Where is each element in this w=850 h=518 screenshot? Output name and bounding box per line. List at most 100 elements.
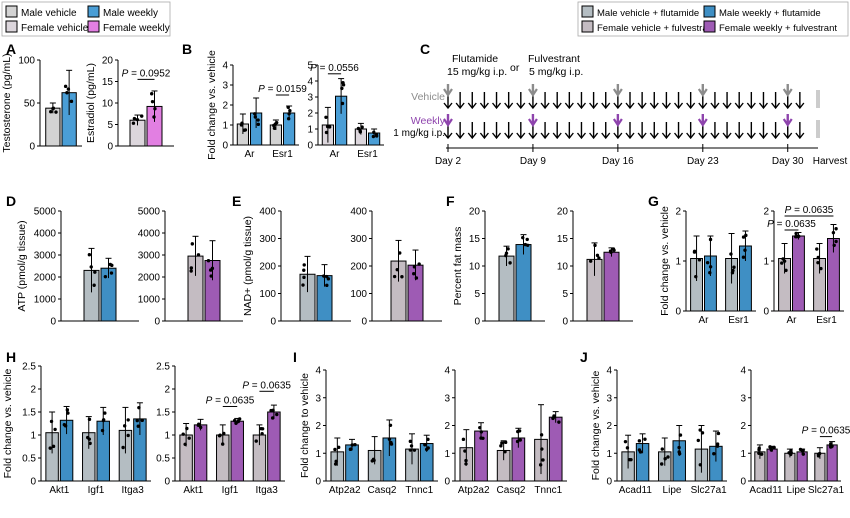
data-point	[395, 267, 399, 272]
injection-arrowhead	[491, 132, 502, 140]
p-value-label: P = 0.0635	[802, 426, 850, 437]
data-point	[372, 130, 376, 135]
chart-panel-E: 0 100 200 300 400 NAD+ (pmol/g tissue)	[242, 207, 351, 328]
y-axis-label: Fold change vs. vehicle	[206, 50, 218, 160]
injection-arrowhead	[673, 102, 684, 110]
y-tick-label: 2	[606, 421, 612, 432]
data-point	[325, 283, 329, 288]
data-point	[789, 449, 793, 453]
data-point	[557, 420, 561, 424]
chart-panel-H: 0 0.5 1 1.5 2 2.5 Akt1 Igf1 Itga3 P = 0.0635 P = 0…	[156, 362, 291, 497]
data-point	[408, 448, 413, 452]
chart-panel-A: 0 50 100 Testosterone (pg/mL)	[1, 53, 82, 153]
data-point	[181, 432, 185, 436]
injection-arrowhead	[552, 102, 562, 110]
data-point	[302, 275, 306, 280]
data-point	[270, 416, 275, 420]
panel-letter-F: F	[446, 193, 455, 209]
data-point	[692, 249, 697, 254]
x-tick-label: Ar	[787, 315, 798, 326]
y-tick-label: 1	[315, 449, 321, 460]
panel-letter-H: H	[6, 349, 16, 365]
x-tick-label: Tnnc1	[405, 485, 433, 496]
chart-panel-J: 0 1 2 3 4 Fold change vs. vehicle Acad11 Lipe Sl…	[590, 366, 727, 497]
legend-swatch	[5, 5, 18, 18]
data-point	[609, 250, 613, 254]
data-point	[677, 445, 681, 450]
data-point	[253, 112, 257, 116]
data-point	[53, 427, 57, 432]
legend-swatch	[87, 20, 100, 33]
bar	[515, 244, 532, 322]
data-point	[426, 437, 430, 442]
data-point	[663, 456, 667, 461]
injection-arrowhead	[479, 102, 489, 110]
p-value-label: P = 0.0635	[206, 395, 255, 406]
data-point	[356, 126, 361, 131]
data-point	[126, 433, 130, 438]
injection-arrowhead	[589, 102, 599, 110]
y-tick-label: 0	[315, 477, 321, 488]
y-tick-label: 3	[222, 81, 228, 92]
data-point	[349, 447, 353, 451]
y-tick-label: 3	[315, 393, 321, 404]
data-point	[54, 110, 58, 114]
data-point	[677, 451, 682, 456]
data-point	[190, 242, 195, 246]
data-point	[464, 458, 468, 463]
y-tick-label: 4	[740, 366, 746, 377]
data-point	[63, 84, 68, 89]
data-point	[426, 446, 430, 450]
data-point	[478, 425, 482, 430]
y-tick-label: 0	[307, 141, 313, 152]
y-tick-label: 0	[29, 142, 35, 153]
panel-letter-I: I	[293, 349, 297, 365]
y-tick-label: 0	[50, 317, 56, 328]
data-point	[340, 101, 345, 106]
data-point	[506, 247, 510, 251]
bar	[193, 424, 208, 482]
data-point	[254, 439, 258, 443]
data-point	[287, 112, 291, 116]
chart-panel-F: 0 5 10 15 20	[557, 207, 633, 328]
data-point	[199, 425, 203, 430]
legend-left-item: Female vehicle	[5, 20, 89, 34]
data-point	[232, 418, 237, 423]
data-point	[816, 255, 820, 260]
data-point	[242, 128, 247, 132]
chart-panel-E: 0 100 200 300 400	[350, 207, 442, 328]
data-point	[732, 265, 736, 269]
data-point	[794, 231, 798, 236]
data-point	[417, 262, 421, 266]
y-tick-label: 50	[24, 99, 36, 110]
data-point	[337, 445, 341, 450]
panel-letter-C: C	[420, 41, 430, 57]
data-point	[500, 441, 504, 445]
data-point	[541, 458, 545, 462]
injection-arrowhead	[455, 102, 465, 110]
data-point	[816, 454, 821, 458]
drug2-name: Fulvestrant	[528, 53, 580, 65]
y-tick-label: 2	[675, 207, 681, 218]
data-point	[538, 463, 543, 467]
data-point	[121, 445, 125, 450]
data-point	[350, 443, 354, 447]
data-point	[49, 419, 54, 424]
data-point	[334, 459, 338, 464]
legend-right-box	[577, 1, 849, 37]
y-tick-label: 1	[30, 431, 36, 442]
y-tick-label: 2.5	[22, 362, 36, 373]
injection-arrowhead	[710, 132, 720, 140]
x-tick-label: Atp2a2	[458, 485, 490, 496]
data-point	[153, 106, 157, 111]
legend-left-box	[1, 1, 171, 37]
y-tick-label: 0.5	[22, 454, 36, 465]
data-point	[518, 438, 522, 442]
harvest-marker	[816, 120, 820, 138]
data-point	[479, 430, 484, 434]
injection-arrowhead	[504, 132, 514, 140]
injection-arrowhead	[649, 132, 659, 140]
y-tick-label: 0	[107, 142, 113, 153]
data-point	[715, 442, 720, 446]
panel-letter-A: A	[6, 41, 16, 57]
